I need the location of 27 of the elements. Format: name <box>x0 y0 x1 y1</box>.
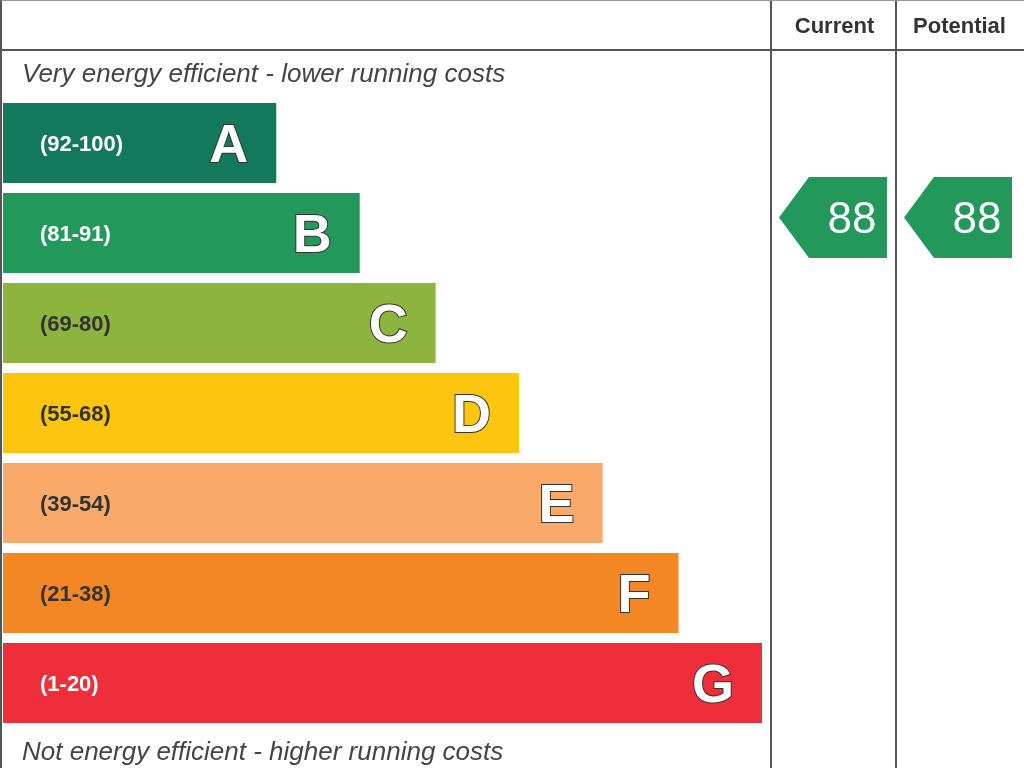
annotation: (55-68) <box>40 400 111 426</box>
y-tick-label: A <box>209 113 249 173</box>
bar <box>3 462 603 544</box>
annotation: Not energy efficient - higher running costs <box>22 736 504 766</box>
y-tick-label: B <box>292 203 332 263</box>
annotation: Very energy efficient - lower running costs <box>22 58 506 88</box>
bar <box>3 102 277 184</box>
y-tick-label: C <box>368 293 408 353</box>
bar <box>3 372 520 454</box>
data-label: 88 <box>827 193 877 242</box>
y-tick-label: G <box>691 653 734 713</box>
annotation: (69-80) <box>40 310 111 336</box>
category-label: Potential <box>913 12 1006 38</box>
category-label: Current <box>794 12 875 38</box>
y-tick-label: F <box>617 563 651 623</box>
data-label: 88 <box>952 193 1002 242</box>
bar <box>3 192 360 274</box>
annotation: (81-91) <box>40 220 111 246</box>
annotation: (1-20) <box>40 670 99 696</box>
bar <box>3 642 762 724</box>
bar <box>3 282 436 364</box>
bar <box>3 552 679 634</box>
y-tick-label: E <box>538 473 575 533</box>
annotation: (39-54) <box>40 490 111 516</box>
annotation: (92-100) <box>40 130 124 156</box>
annotation: (21-38) <box>40 580 111 606</box>
y-tick-label: D <box>452 383 492 443</box>
